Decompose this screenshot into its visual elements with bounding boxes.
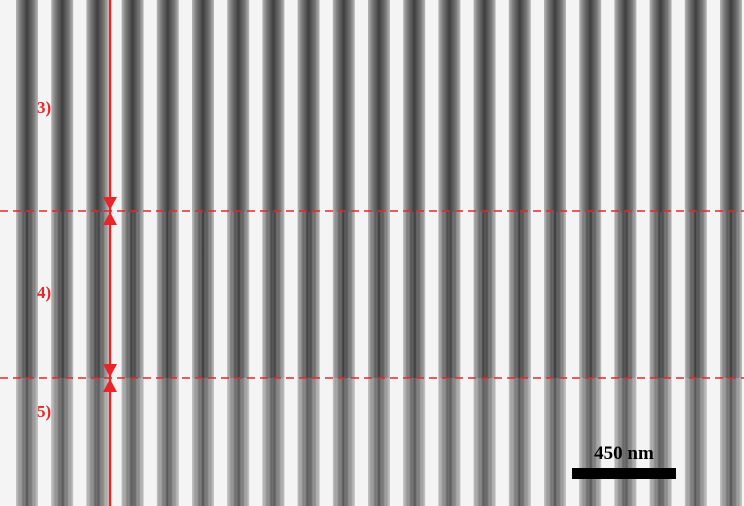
stripe (403, 0, 425, 212)
region-label: 4) (37, 283, 51, 302)
region-label: 5) (37, 402, 51, 421)
stripe (368, 0, 390, 212)
stripe (438, 0, 460, 212)
stripe (262, 0, 284, 212)
stripe (192, 0, 214, 212)
stripe (685, 212, 707, 506)
stripe (298, 0, 320, 212)
stripe (16, 0, 38, 212)
scale-bar-label: 450 nm (594, 443, 654, 464)
stripe (227, 0, 249, 212)
stripe (403, 212, 425, 506)
stripe (192, 212, 214, 506)
stripe (333, 212, 355, 506)
sem-image: 3) 4) 5) 450 nm (0, 0, 744, 506)
scale-bar (572, 468, 676, 479)
stripe (720, 0, 742, 212)
stripe (509, 212, 531, 506)
stripe (474, 0, 496, 212)
stripe (51, 212, 73, 506)
stripe (474, 212, 496, 506)
region-label: 3) (37, 98, 51, 117)
stripe (685, 0, 707, 212)
stripe (333, 0, 355, 212)
stripe (509, 0, 531, 212)
stripes (16, 0, 742, 506)
stripe (122, 0, 144, 212)
stripe (298, 212, 320, 506)
stripe (227, 212, 249, 506)
stripe (86, 212, 108, 506)
stripe (262, 212, 284, 506)
stripe (86, 0, 108, 212)
stripe (614, 0, 636, 212)
stripe (720, 212, 742, 506)
stripe (368, 212, 390, 506)
stripe (438, 212, 460, 506)
stripe (650, 0, 672, 212)
stripe (157, 212, 179, 506)
stripe (544, 212, 566, 506)
stripe (157, 0, 179, 212)
stripe (51, 0, 73, 212)
stripe (122, 212, 144, 506)
stripe (544, 0, 566, 212)
stripe (579, 0, 601, 212)
stripe (16, 212, 38, 506)
